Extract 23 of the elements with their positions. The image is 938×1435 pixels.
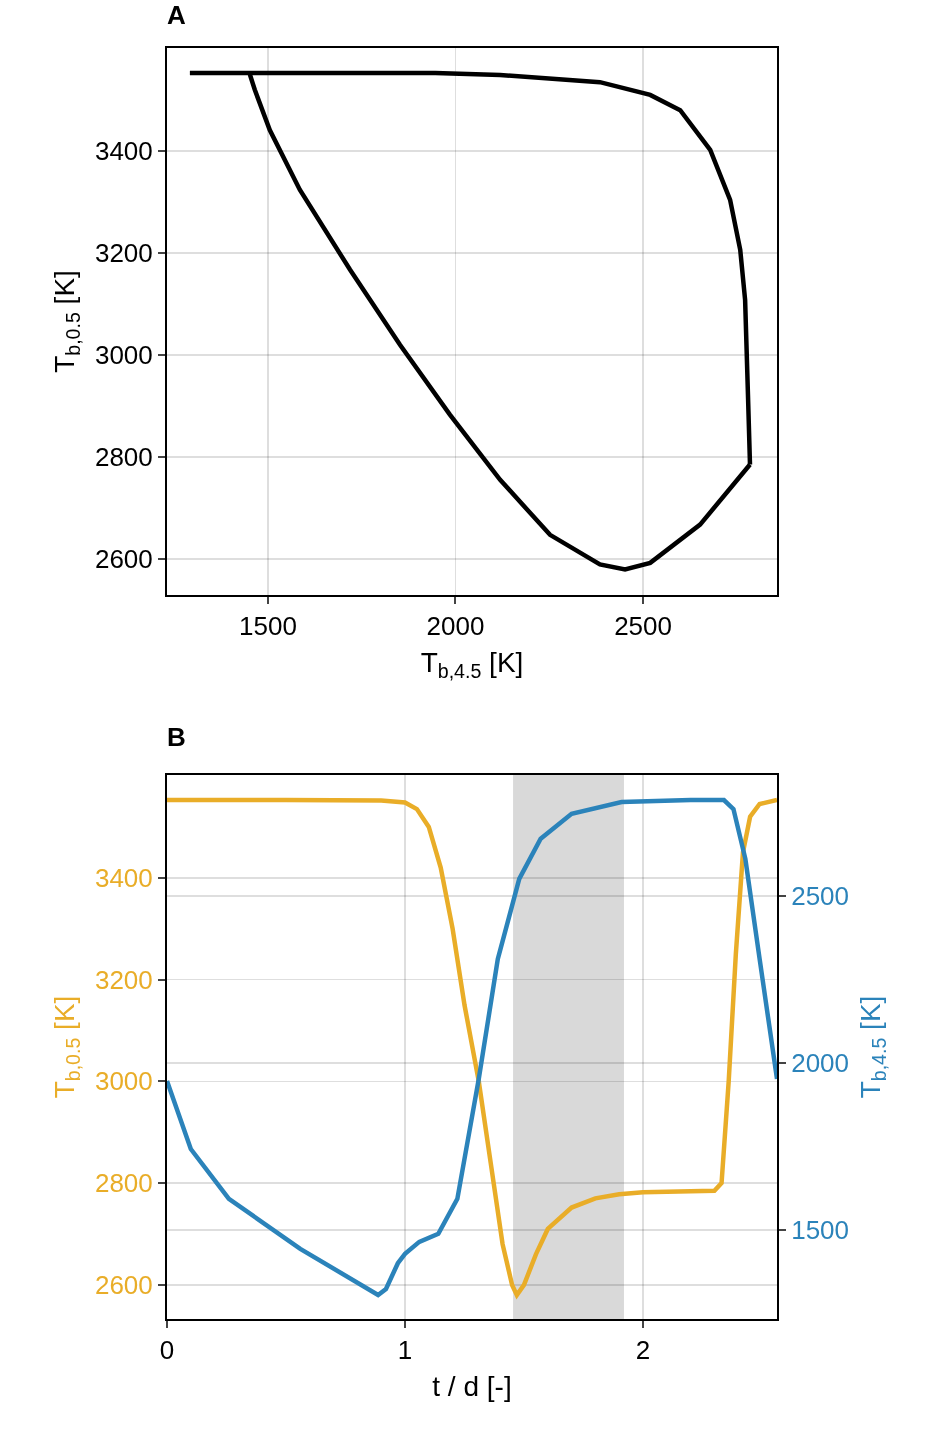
x-axis-title: t / d [-] bbox=[432, 1370, 512, 1402]
y-tick-label: 3000 bbox=[94, 1066, 153, 1097]
x-tick-label: 2 bbox=[635, 1335, 651, 1366]
y2-tick-label: 1500 bbox=[791, 1214, 850, 1245]
x-tick-label: 2000 bbox=[426, 611, 485, 642]
x-tick-label: 2500 bbox=[614, 611, 672, 642]
y-tick-label: 3400 bbox=[94, 862, 153, 893]
y2-tick-label: 2000 bbox=[791, 1047, 850, 1078]
y-tick-label: 2800 bbox=[94, 1168, 153, 1199]
x-tick-label: 1 bbox=[397, 1335, 413, 1366]
x-tick-label: 1500 bbox=[239, 611, 297, 642]
y-tick-label: 2800 bbox=[94, 441, 153, 472]
y-tick-label: 2600 bbox=[94, 543, 153, 574]
x-tick-label: 0 bbox=[159, 1335, 175, 1366]
x-axis-title: T$_{b,4.5}$ [K] bbox=[420, 646, 524, 682]
chart-title: A bbox=[167, 0, 186, 30]
y2-tick-label: 2500 bbox=[791, 880, 850, 911]
y-tick-label: 2600 bbox=[94, 1270, 153, 1300]
y-tick-label: 3400 bbox=[94, 136, 153, 167]
y-tick-label: 3000 bbox=[94, 339, 153, 370]
chart-title: B bbox=[167, 722, 186, 752]
y-tick-label: 3200 bbox=[94, 964, 153, 995]
y-tick-label: 3200 bbox=[94, 238, 153, 269]
